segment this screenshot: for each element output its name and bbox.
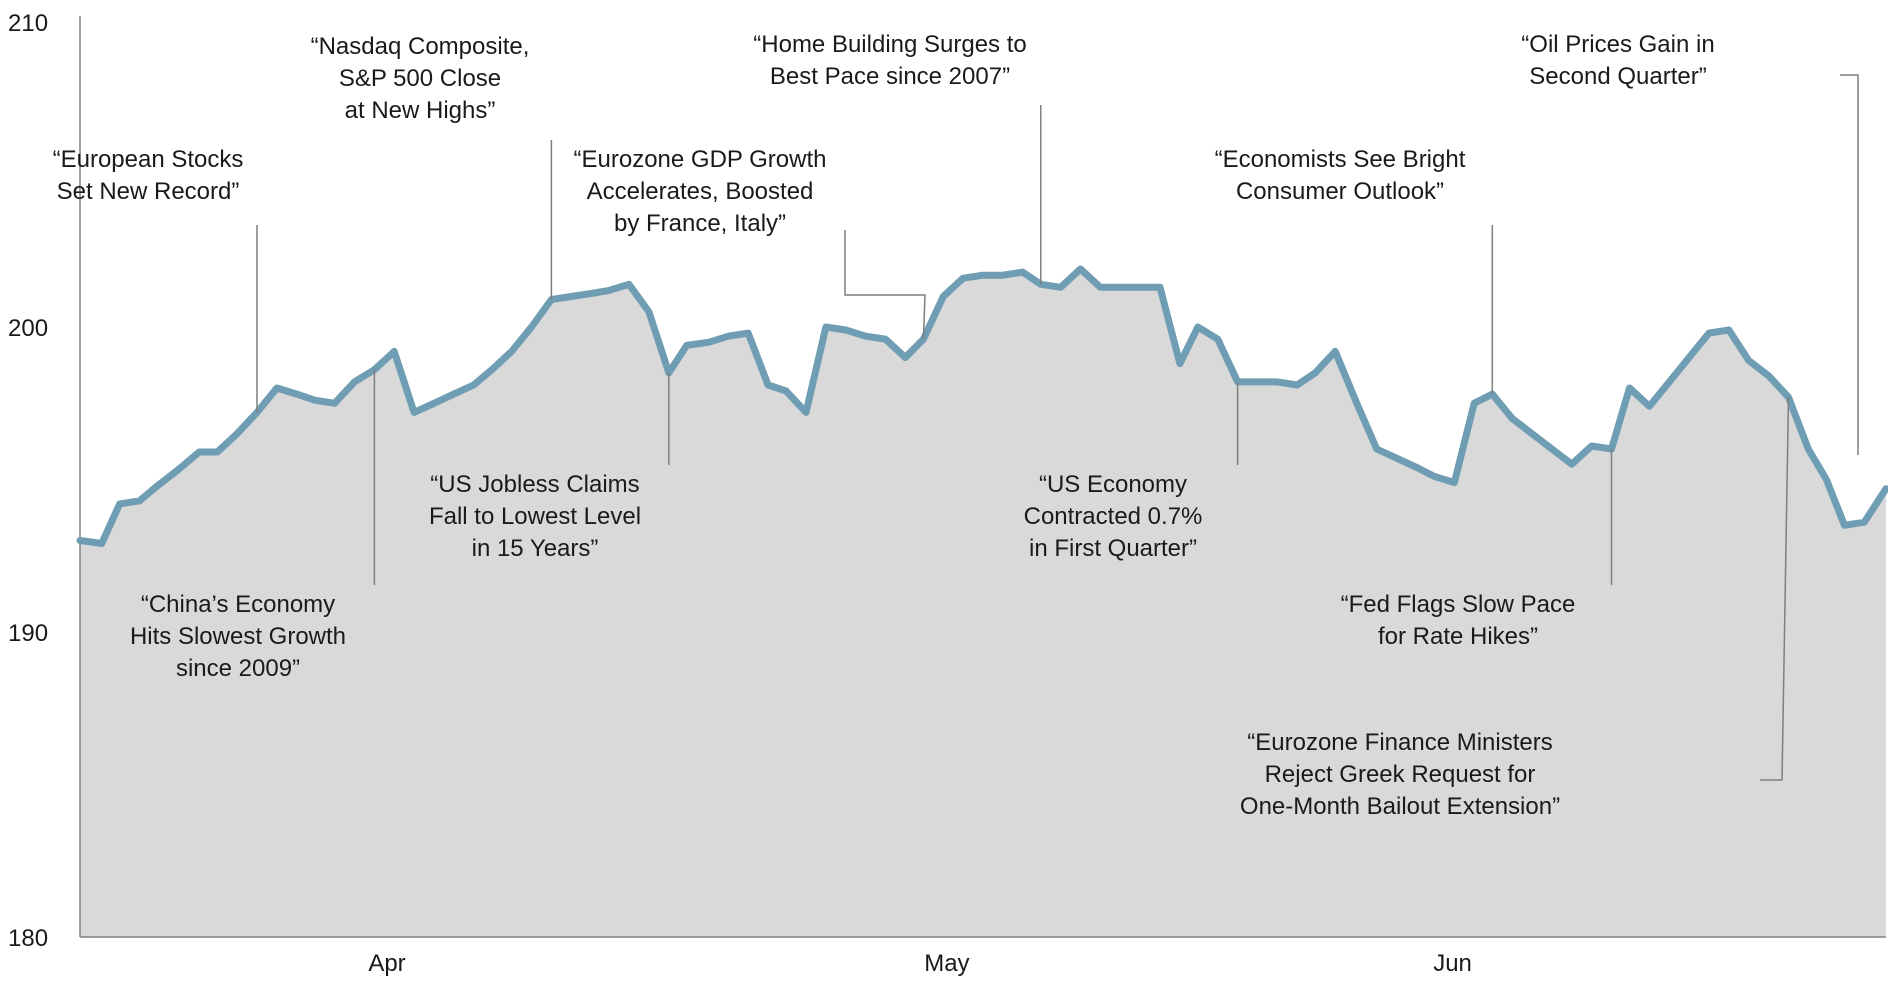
annotation-labels: “European Stocks Set New Record” “China’s … (53, 31, 1715, 820)
annotation-text: Consumer Outlook” (1236, 178, 1444, 205)
series-line (76, 265, 1888, 547)
annotation-text: “China’s Economy (141, 591, 335, 618)
annotation-text: “Fed Flags Slow Pace (1341, 591, 1576, 618)
annotation-text: at New Highs” (345, 97, 496, 124)
annotation-text: “Eurozone Finance Ministers (1247, 729, 1552, 756)
y-tick-label: 180 (8, 925, 48, 952)
x-tick-label: Jun (1433, 950, 1472, 977)
annotation-text: Best Pace since 2007” (770, 63, 1010, 90)
axes: 180 190 200 210 Apr May Jun (8, 10, 1886, 977)
annotation-text: in First Quarter” (1029, 535, 1197, 562)
annotation-text: in 15 Years” (472, 535, 599, 562)
annotation-leader-line (1840, 74, 1859, 455)
annotation-text: S&P 500 Close (339, 65, 501, 92)
annotation-text: “European Stocks (53, 146, 244, 173)
annotation-text: “US Economy (1039, 471, 1187, 498)
annotation-text: Hits Slowest Growth (130, 623, 346, 650)
annotation-text: Second Quarter” (1529, 63, 1706, 90)
annotation-text: “Oil Prices Gain in (1521, 31, 1714, 58)
annotation-leader-line (1760, 397, 1790, 781)
annotation-text: since 2009” (176, 655, 300, 682)
series-area (80, 269, 1886, 937)
annotation-text: “Economists See Bright (1215, 146, 1466, 173)
series-line-layer (76, 265, 1888, 547)
annotation-leader-line (844, 230, 926, 340)
y-tick-label: 190 (8, 620, 48, 647)
annotation-leaders (256, 74, 1859, 781)
annotation-text: Fall to Lowest Level (429, 503, 641, 530)
annotation-text: for Rate Hikes” (1378, 623, 1538, 650)
area-fill-layer (80, 269, 1886, 937)
annotation-text: Accelerates, Boosted (587, 178, 814, 205)
annotation-text: One-Month Bailout Extension” (1240, 793, 1560, 820)
x-tick-label: Apr (368, 950, 405, 977)
annotation-text: Contracted 0.7% (1024, 503, 1203, 530)
annotation-text: “Home Building Surges to (753, 31, 1026, 58)
annotation-text: Reject Greek Request for (1265, 761, 1536, 788)
annotation-text: “Nasdaq Composite, (311, 33, 530, 60)
annotation-text: by France, Italy” (614, 210, 786, 237)
y-tick-label: 210 (8, 10, 48, 37)
annotation-text: “Eurozone GDP Growth (574, 146, 827, 173)
y-tick-label: 200 (8, 315, 48, 342)
annotation-text: “US Jobless Claims (430, 471, 639, 498)
annotation-text: Set New Record” (57, 178, 240, 205)
x-tick-label: May (924, 950, 969, 977)
